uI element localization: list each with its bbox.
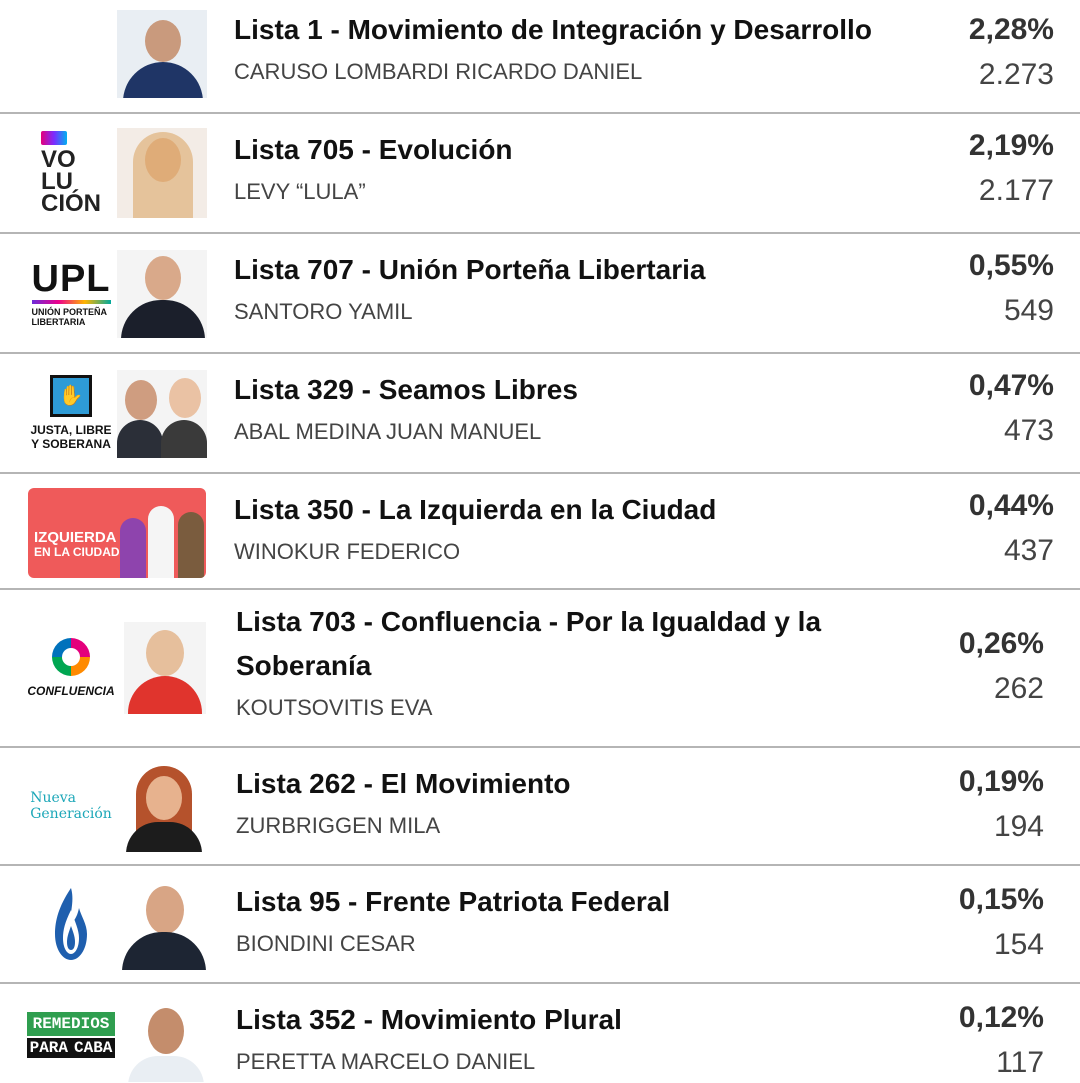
party-name: Lista 352 - Movimiento Plural	[236, 1004, 622, 1035]
party-logo: ✋ JUSTA, LIBRE Y SOBERANA	[28, 354, 114, 472]
list-item: VO LU CIÓN Lista 705 - Evolución LEVY “L…	[0, 114, 1080, 234]
party-name: Lista 703 - Confluencia - Por la Igualda…	[236, 606, 822, 681]
party-logo: Nueva Generación	[30, 790, 112, 822]
vote-percentage: 0,19%	[958, 765, 1044, 798]
vote-percentage: 0,12%	[958, 1001, 1044, 1034]
list-item: REMEDIOS PARA CABA Lista 352 - Movimiento…	[0, 984, 1080, 1082]
party-logo	[28, 866, 114, 982]
list-item: Nueva Generación Lista 262 - El Movimien…	[0, 748, 1080, 866]
list-item: ✋ JUSTA, LIBRE Y SOBERANA Lista 329 - Se…	[0, 354, 1080, 474]
party-name: Lista 1 - Movimiento de Integración y De…	[234, 14, 872, 45]
vote-count: 262	[993, 672, 1044, 705]
vote-count: 549	[1003, 294, 1054, 327]
vote-count: 2.273	[978, 58, 1054, 91]
candidate-photo	[117, 10, 207, 98]
vote-count: 117	[996, 1046, 1044, 1079]
candidate-photo	[117, 128, 207, 218]
vote-percentage: 0,44%	[968, 489, 1054, 522]
party-logo: CONFLUENCIA	[27, 590, 115, 746]
candidate-name: PERETTA MARCELO DANIEL	[236, 1049, 536, 1074]
flame-icon	[55, 888, 87, 960]
list-item: IZQUIERDA EN LA CIUDAD Lista 350 - La Iz…	[0, 474, 1080, 590]
party-name: Lista 350 - La Izquierda en la Ciudad	[234, 494, 717, 525]
party-name: Lista 262 - El Movimiento	[236, 768, 571, 799]
party-logo: UPL UNIÓN PORTEÑA LIBERTARIA	[31, 257, 111, 327]
vote-count: 473	[1003, 414, 1054, 447]
vote-count: 194	[993, 810, 1044, 843]
list-item: Lista 1 - Movimiento de Integración y De…	[0, 0, 1080, 114]
party-logo: REMEDIOS PARA CABA	[26, 1012, 116, 1058]
candidate-name: KOUTSOVITIS EVA	[236, 695, 433, 720]
list-item: CONFLUENCIA Lista 703 - Confluencia - Po…	[0, 590, 1080, 748]
candidate-photo	[122, 764, 206, 852]
party-banner: IZQUIERDA EN LA CIUDAD	[28, 488, 206, 578]
vote-count: 2.177	[978, 174, 1054, 207]
handshake-icon: ✋	[50, 375, 92, 417]
candidate-photo	[124, 622, 206, 714]
vote-percentage: 2,19%	[968, 129, 1054, 162]
evolucion-mark-icon	[41, 131, 67, 145]
confluencia-logo-icon	[52, 638, 90, 676]
candidate-name: SANTORO YAMIL	[234, 299, 413, 324]
party-name: Lista 95 - Frente Patriota Federal	[236, 886, 671, 917]
candidate-photo	[117, 250, 207, 338]
vote-count: 437	[1003, 534, 1054, 567]
candidate-name: CARUSO LOMBARDI RICARDO DANIEL	[234, 59, 643, 84]
party-name: Lista 329 - Seamos Libres	[234, 374, 578, 405]
party-name: Lista 707 - Unión Porteña Libertaria	[234, 254, 706, 285]
vote-percentage: 0,15%	[958, 883, 1044, 916]
list-item: UPL UNIÓN PORTEÑA LIBERTARIA Lista 707 -…	[0, 234, 1080, 354]
candidate-photo	[122, 882, 206, 970]
candidate-photo	[122, 1004, 206, 1082]
vote-percentage: 0,55%	[968, 249, 1054, 282]
vote-percentage: 2,28%	[968, 13, 1054, 46]
vote-percentage: 0,47%	[968, 369, 1054, 402]
candidate-name: BIONDINI CESAR	[236, 931, 416, 956]
candidate-name: LEVY “LULA”	[234, 179, 366, 204]
party-logo: VO LU CIÓN	[28, 114, 114, 232]
candidate-name: ABAL MEDINA JUAN MANUEL	[234, 419, 542, 444]
candidate-photo	[117, 370, 207, 458]
party-name: Lista 705 - Evolución	[234, 134, 513, 165]
vote-percentage: 0,26%	[958, 627, 1044, 660]
list-item: Lista 95 - Frente Patriota Federal BIOND…	[0, 866, 1080, 984]
candidate-name: ZURBRIGGEN MILA	[236, 813, 441, 838]
candidate-name: WINOKUR FEDERICO	[234, 539, 461, 564]
vote-count: 154	[993, 928, 1044, 961]
